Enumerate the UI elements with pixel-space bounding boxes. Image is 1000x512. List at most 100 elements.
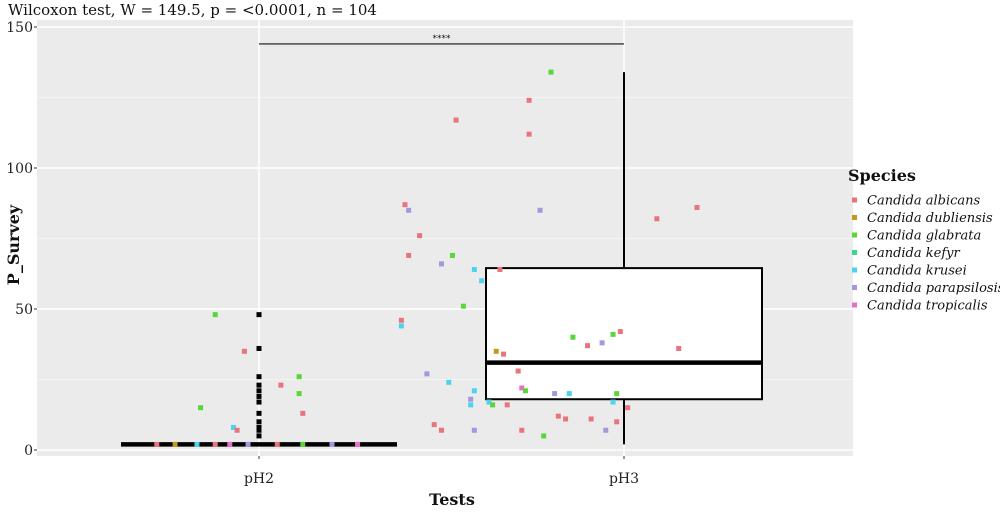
data-point bbox=[603, 427, 609, 433]
data-point bbox=[296, 391, 302, 397]
legend-title: Species bbox=[848, 166, 916, 185]
data-point bbox=[300, 441, 306, 447]
legend-label: Candida albicans bbox=[867, 194, 981, 209]
data-point bbox=[504, 402, 510, 408]
data-point bbox=[468, 402, 474, 408]
data-point bbox=[439, 427, 444, 433]
y-tick-label: 150 bbox=[6, 20, 33, 36]
data-point bbox=[555, 413, 561, 419]
outlier-point bbox=[256, 345, 262, 351]
data-point bbox=[566, 391, 572, 397]
y-axis-title: P_Survey bbox=[4, 204, 23, 285]
data-point bbox=[446, 379, 452, 385]
data-point bbox=[486, 399, 492, 405]
x-axis-title: Tests bbox=[429, 490, 475, 509]
data-point bbox=[588, 416, 594, 422]
legend-swatch bbox=[852, 285, 857, 290]
data-point bbox=[230, 424, 236, 430]
data-point bbox=[460, 303, 466, 309]
data-point bbox=[212, 441, 218, 447]
data-point bbox=[614, 419, 620, 425]
data-point bbox=[398, 317, 404, 323]
data-point bbox=[398, 323, 404, 329]
legend-label: Candida krusei bbox=[867, 264, 967, 279]
data-point bbox=[471, 267, 477, 273]
data-point bbox=[548, 69, 554, 75]
data-point bbox=[329, 441, 335, 447]
data-point bbox=[522, 388, 528, 394]
legend-swatch bbox=[852, 232, 857, 238]
data-point bbox=[172, 441, 178, 447]
data-point bbox=[541, 433, 547, 439]
legend-swatch bbox=[852, 250, 857, 255]
data-point bbox=[468, 396, 474, 402]
legend-swatch bbox=[852, 215, 857, 220]
data-point bbox=[406, 207, 412, 213]
legend-swatch bbox=[852, 197, 857, 203]
data-point bbox=[453, 117, 459, 123]
data-point bbox=[194, 441, 200, 447]
legend-label: Candida tropicalis bbox=[867, 299, 988, 314]
chart-subtitle: Wilcoxon test, W = 149.5, p = <0.0001, n… bbox=[8, 1, 377, 19]
data-point bbox=[300, 410, 306, 416]
outlier-point bbox=[256, 427, 262, 433]
legend-items: Candida albicans Candida dubliensis Candid… bbox=[852, 194, 1000, 314]
x-tick-label: pH3 bbox=[609, 471, 639, 487]
legend-swatch bbox=[852, 302, 857, 308]
outlier-point bbox=[256, 382, 262, 388]
data-point bbox=[654, 216, 660, 222]
data-point bbox=[471, 427, 477, 433]
data-point bbox=[490, 402, 496, 408]
outlier-point bbox=[256, 410, 262, 416]
legend-label: Candida dubliensis bbox=[867, 211, 993, 226]
data-point bbox=[625, 405, 631, 411]
data-point bbox=[537, 207, 543, 213]
data-point bbox=[614, 391, 620, 397]
data-point bbox=[234, 427, 240, 433]
legend-label: Candida kefyr bbox=[867, 246, 960, 261]
box-pH3 bbox=[485, 267, 763, 401]
data-point bbox=[198, 405, 204, 411]
point-layer bbox=[154, 69, 700, 447]
y-tick-label: 50 bbox=[15, 302, 33, 318]
data-point bbox=[355, 441, 361, 447]
outlier-layer bbox=[256, 312, 262, 439]
data-point bbox=[570, 334, 576, 340]
legend-swatch bbox=[852, 267, 857, 273]
data-point bbox=[241, 348, 247, 354]
data-point bbox=[519, 427, 525, 433]
data-point bbox=[610, 399, 616, 405]
outlier-point bbox=[256, 393, 262, 399]
y-tick-label: 100 bbox=[6, 161, 33, 177]
data-point bbox=[552, 391, 558, 397]
x-tick-label: pH2 bbox=[244, 471, 274, 487]
legend: Species Candida albicans Candida dubliens… bbox=[848, 166, 1000, 314]
data-point bbox=[479, 278, 485, 284]
data-point bbox=[245, 441, 251, 447]
data-point bbox=[227, 441, 233, 447]
y-tick-label: 0 bbox=[24, 443, 33, 459]
legend-label: Candida parapsilosis bbox=[867, 281, 1000, 296]
outlier-point bbox=[256, 424, 262, 430]
significance-label: **** bbox=[433, 34, 452, 44]
data-point bbox=[431, 422, 437, 428]
data-point bbox=[424, 371, 430, 377]
data-point bbox=[493, 348, 499, 354]
outlier-point bbox=[256, 374, 262, 380]
data-point bbox=[610, 331, 616, 337]
data-point bbox=[519, 385, 525, 391]
outlier-point bbox=[256, 433, 262, 439]
data-point bbox=[449, 252, 455, 258]
data-point bbox=[471, 388, 477, 394]
data-point bbox=[417, 233, 423, 239]
data-point bbox=[676, 345, 682, 351]
data-point bbox=[154, 441, 160, 447]
y-axis-ticks: 0 50 100 150 bbox=[6, 20, 37, 459]
legend-label: Candida glabrata bbox=[867, 229, 981, 244]
data-point bbox=[599, 340, 605, 346]
data-point bbox=[617, 329, 623, 335]
data-point bbox=[585, 343, 590, 349]
data-point bbox=[501, 351, 507, 357]
outlier-point bbox=[256, 399, 262, 405]
